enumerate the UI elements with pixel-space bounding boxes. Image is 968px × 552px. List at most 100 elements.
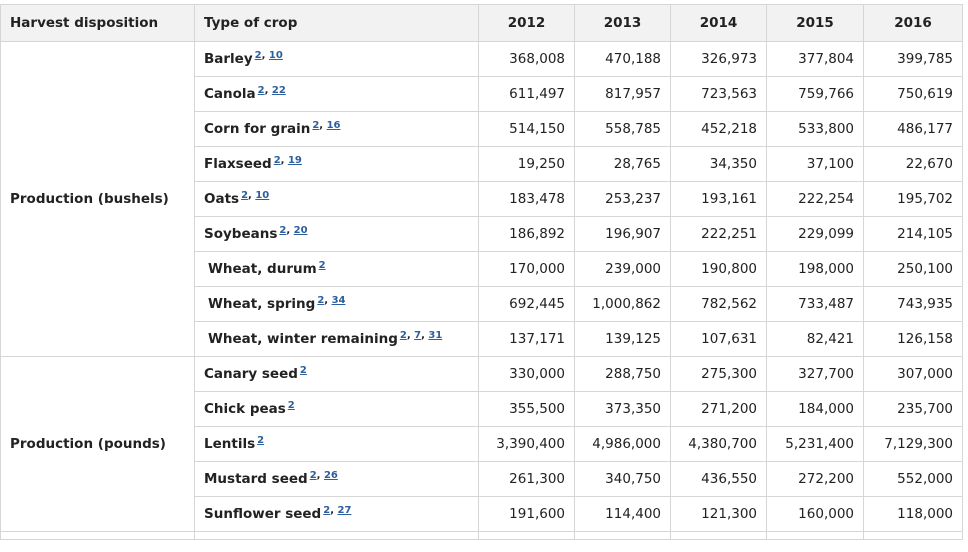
value-cell-2014: 121,300 xyxy=(670,496,767,532)
value-cell-2012: 19,250 xyxy=(478,146,575,182)
crop-name: Barley xyxy=(204,51,253,67)
table-row: Chick peas 2 355,500 373,350 271,200 184,000 2… xyxy=(1,391,963,427)
footnote-refs: 2 xyxy=(319,260,326,271)
empty-cell xyxy=(478,531,575,540)
value-cell-2016: 118,000 xyxy=(863,496,963,532)
value-cell-2014: 190,800 xyxy=(670,251,767,287)
crop-name: Oats xyxy=(204,191,240,207)
footnote-refs: 2, 10 xyxy=(241,190,269,201)
footnote-separator: , xyxy=(421,330,429,341)
crop-name-cell: Sunflower seed 2, 27 xyxy=(194,496,479,532)
header-year-2014[interactable]: 2014 xyxy=(670,4,767,42)
value-cell-2016: 7,129,300 xyxy=(863,426,963,462)
footnote-link[interactable]: 2 xyxy=(323,505,331,516)
value-cell-2013: 253,237 xyxy=(574,181,671,217)
value-cell-2016: 195,702 xyxy=(863,181,963,217)
footnote-link[interactable]: 2 xyxy=(309,470,317,481)
footnote-separator: , xyxy=(286,225,294,236)
value-cell-2014: 193,161 xyxy=(670,181,767,217)
harvest-disposition-cell: Production (pounds) xyxy=(0,356,195,532)
footnote-separator: , xyxy=(261,50,269,61)
footnote-refs: 2, 22 xyxy=(258,85,286,96)
value-cell-2016: 750,619 xyxy=(863,76,963,112)
footnote-link[interactable]: 2 xyxy=(317,295,325,306)
header-type-of-crop[interactable]: Type of crop xyxy=(194,4,479,42)
footnote-refs: 2, 26 xyxy=(310,470,338,481)
footnote-link[interactable]: 19 xyxy=(287,155,302,166)
crop-name-cell: Barley 2, 10 xyxy=(194,41,479,77)
footnote-link[interactable]: 2 xyxy=(257,435,265,446)
crop-name-cell: Chick peas 2 xyxy=(194,391,479,427)
footnote-link[interactable]: 27 xyxy=(337,505,352,516)
footnote-link[interactable]: 2 xyxy=(318,260,326,271)
crop-name-cell: Wheat, spring 2, 34 xyxy=(194,286,479,322)
value-cell-2014: 222,251 xyxy=(670,216,767,252)
value-cell-2014: 326,973 xyxy=(670,41,767,77)
footnote-link[interactable]: 2 xyxy=(399,330,407,341)
value-cell-2014: 107,631 xyxy=(670,321,767,357)
footnote-link[interactable]: 2 xyxy=(279,225,287,236)
footnote-link[interactable]: 2 xyxy=(257,85,265,96)
value-cell-2015: 198,000 xyxy=(766,251,864,287)
footnote-refs: 2, 16 xyxy=(312,120,340,131)
footnote-link[interactable]: 16 xyxy=(326,120,341,131)
value-cell-2013: 1,000,862 xyxy=(574,286,671,322)
footnote-link[interactable]: 2 xyxy=(273,155,281,166)
footnote-link[interactable]: 2 xyxy=(254,50,262,61)
header-row: Harvest disposition Type of crop 2012 20… xyxy=(0,4,963,42)
value-cell-2016: 126,158 xyxy=(863,321,963,357)
value-cell-2016: 250,100 xyxy=(863,251,963,287)
header-year-2016[interactable]: 2016 xyxy=(863,4,963,42)
value-cell-2013: 28,765 xyxy=(574,146,671,182)
footnote-link[interactable]: 34 xyxy=(331,295,346,306)
value-cell-2013: 288,750 xyxy=(574,356,671,392)
crop-name: Corn for grain xyxy=(204,121,311,137)
footnote-link[interactable]: 10 xyxy=(255,190,270,201)
crop-name-cell: Mustard seed 2, 26 xyxy=(194,461,479,497)
value-cell-2014: 34,350 xyxy=(670,146,767,182)
value-cell-2015: 229,099 xyxy=(766,216,864,252)
footnote-link[interactable]: 10 xyxy=(268,50,283,61)
table-row: Production (pounds) Canary seed 2 330,000 28… xyxy=(0,356,963,532)
crop-name: Canola xyxy=(204,86,256,102)
crop-name-cell: Flaxseed 2, 19 xyxy=(194,146,479,182)
footnote-link[interactable]: 31 xyxy=(428,330,443,341)
value-cell-2016: 552,000 xyxy=(863,461,963,497)
value-cell-2015: 184,000 xyxy=(766,391,864,427)
table-row: Soybeans 2, 20 186,892 196,907 222,251 229,09… xyxy=(1,216,963,252)
crop-name: Lentils xyxy=(204,436,256,452)
footnote-refs: 2, 34 xyxy=(317,295,345,306)
value-cell-2015: 160,000 xyxy=(766,496,864,532)
footnote-link[interactable]: 20 xyxy=(293,225,308,236)
header-year-2012[interactable]: 2012 xyxy=(478,4,575,42)
value-cell-2015: 5,231,400 xyxy=(766,426,864,462)
header-year-2013[interactable]: 2013 xyxy=(574,4,671,42)
footnote-refs: 2, 20 xyxy=(279,225,307,236)
value-cell-2016: 399,785 xyxy=(863,41,963,77)
header-year-2015[interactable]: 2015 xyxy=(766,4,864,42)
footnote-link[interactable]: 26 xyxy=(323,470,338,481)
value-cell-2012: 368,008 xyxy=(478,41,575,77)
empty-cell xyxy=(670,531,767,540)
footnote-link[interactable]: 22 xyxy=(271,85,286,96)
value-cell-2012: 170,000 xyxy=(478,251,575,287)
crop-name-cell: Canola 2, 22 xyxy=(194,76,479,112)
crop-name: Wheat, durum xyxy=(208,261,317,277)
value-cell-2014: 436,550 xyxy=(670,461,767,497)
footnote-link[interactable]: 2 xyxy=(312,120,320,131)
footnote-link[interactable]: 2 xyxy=(287,400,295,411)
crop-name-cell: Corn for grain 2, 16 xyxy=(194,111,479,147)
value-cell-2015: 37,100 xyxy=(766,146,864,182)
footnote-link[interactable]: 2 xyxy=(299,365,307,376)
footnote-link[interactable]: 2 xyxy=(241,190,249,201)
crop-name-cell: Wheat, winter remaining 2, 7, 31 xyxy=(194,321,479,357)
value-cell-2015: 759,766 xyxy=(766,76,864,112)
footnote-refs: 2 xyxy=(300,365,307,376)
footnote-link[interactable]: 7 xyxy=(414,330,422,341)
crop-name: Mustard seed xyxy=(204,471,308,487)
footnote-separator: , xyxy=(319,120,327,131)
footnote-separator: , xyxy=(324,295,332,306)
crop-name-cell: Soybeans 2, 20 xyxy=(194,216,479,252)
crop-name-cell: Canary seed 2 xyxy=(194,356,479,392)
header-harvest-disposition[interactable]: Harvest disposition xyxy=(0,4,195,42)
